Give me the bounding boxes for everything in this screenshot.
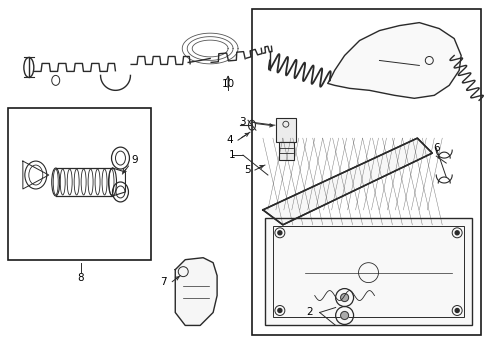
Text: 5: 5	[244, 165, 251, 175]
Circle shape	[454, 231, 458, 235]
Text: 7: 7	[160, 276, 166, 287]
Circle shape	[454, 309, 458, 312]
Bar	[251, 9, 480, 336]
Circle shape	[277, 309, 281, 312]
Circle shape	[340, 293, 348, 302]
Polygon shape	[263, 138, 431, 225]
Polygon shape	[175, 258, 217, 325]
Text: 1: 1	[228, 150, 235, 160]
Text: 8: 8	[77, 273, 84, 283]
Bar	[275, 118, 295, 142]
Text: 6: 6	[432, 143, 439, 153]
Text: 9: 9	[131, 155, 138, 165]
Text: 2: 2	[306, 307, 312, 318]
Circle shape	[340, 311, 348, 319]
Bar	[8, 108, 151, 260]
Text: 4: 4	[226, 135, 233, 145]
Polygon shape	[327, 23, 460, 98]
Text: 3: 3	[238, 117, 245, 127]
Bar	[278, 142, 293, 160]
Text: 10: 10	[221, 79, 234, 89]
Bar	[272, 226, 463, 318]
Circle shape	[277, 231, 281, 235]
Bar	[264, 218, 471, 325]
